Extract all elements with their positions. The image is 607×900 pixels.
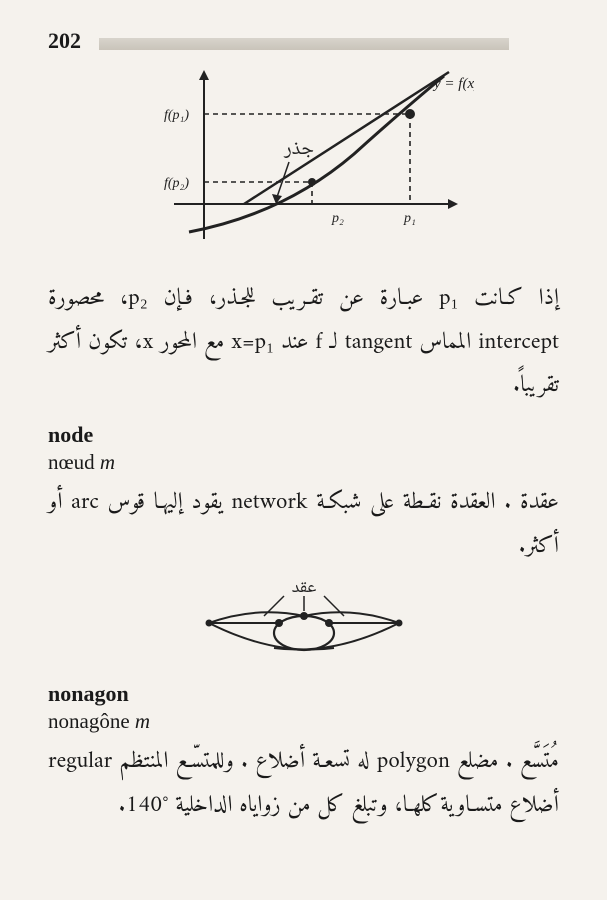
entry-nonagon-en: nonagon xyxy=(48,681,559,707)
page-header: 202 xyxy=(48,28,559,54)
label-p2: p₂ xyxy=(331,211,344,226)
entry-nonagon-fr-gender: m xyxy=(135,709,150,733)
entry-node-ar: عقدة . العقدة نقـطة على شبكـة network يق… xyxy=(48,481,559,568)
entry-nonagon-fr-word: nonagône xyxy=(48,709,130,733)
figure-tangent-graph: y = f(x) f(p₁) f(p₂) p₁ p₂ جذر xyxy=(48,64,559,259)
root-label-ar: جذر xyxy=(283,133,314,167)
label-fp2: f(p₂) xyxy=(164,176,189,191)
entry-node-fr: nœud m xyxy=(48,450,559,475)
page-number: 202 xyxy=(48,28,81,53)
paragraph-tangent: إذا كـانت p₁ عبـارة عن تقـريب للجـذر، فـ… xyxy=(48,277,559,408)
label-p1: p₁ xyxy=(403,211,416,226)
tangent-graph-svg: y = f(x) f(p₁) f(p₂) p₁ p₂ جذر xyxy=(134,64,474,254)
entry-node-fr-gender: m xyxy=(100,450,115,474)
label-fp1: f(p₁) xyxy=(164,108,189,123)
header-rule xyxy=(99,38,509,50)
entry-nonagon-ar: مُتَسَّع . مضلع polygon له تسعـة أضلاع .… xyxy=(48,740,559,827)
curve-label: y = f(x) xyxy=(432,76,474,92)
entry-node-fr-word: nœud xyxy=(48,450,95,474)
figure-network: عقد xyxy=(48,578,559,663)
entry-nonagon-fr: nonagône m xyxy=(48,709,559,734)
entry-node-en: node xyxy=(48,422,559,448)
network-svg: عقد xyxy=(184,578,424,658)
